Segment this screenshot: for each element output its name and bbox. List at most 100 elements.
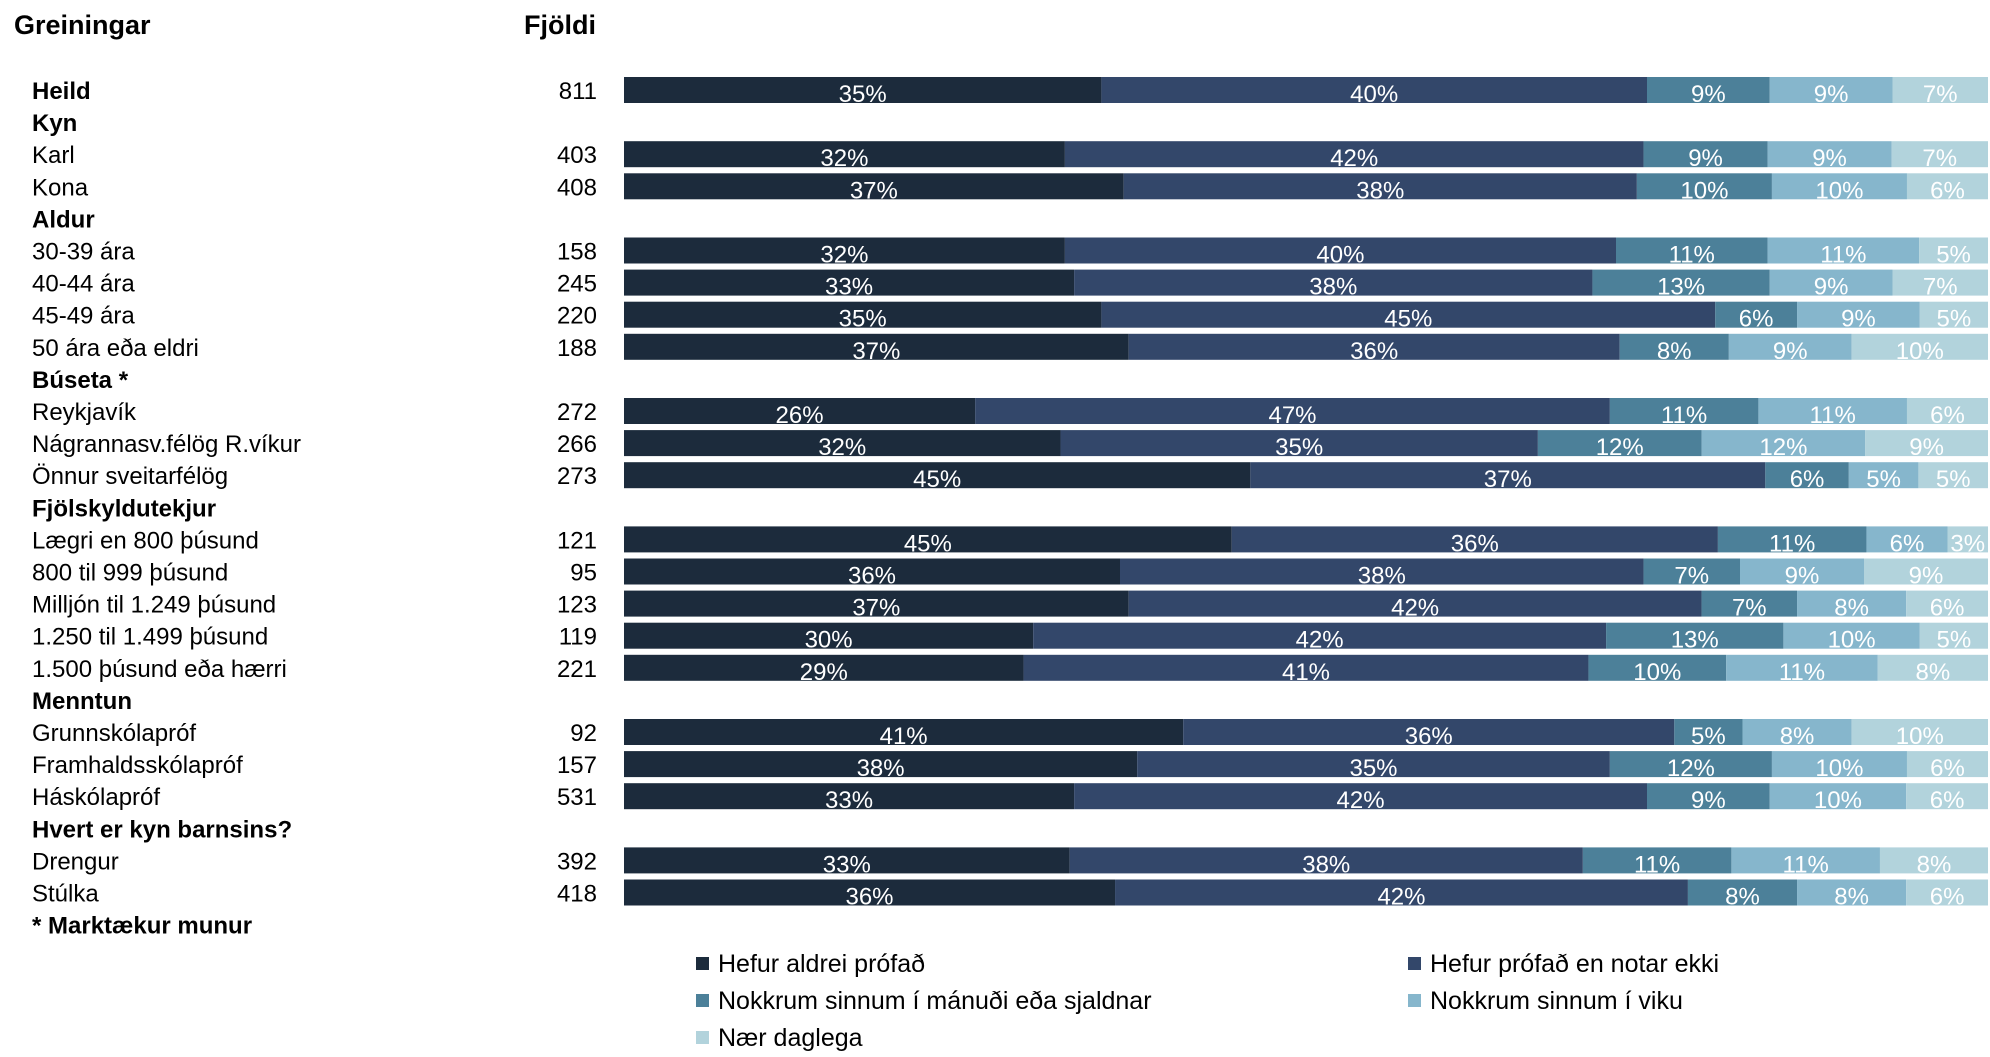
data-label: 6% bbox=[1930, 755, 1965, 782]
bar-segment bbox=[1765, 462, 1849, 489]
data-label: 9% bbox=[1691, 81, 1726, 108]
chart-row: 40-44 ára 245 33% 38% 13% 9% 7% bbox=[32, 269, 1988, 301]
data-label: 42% bbox=[1296, 627, 1344, 654]
bar-segment bbox=[624, 590, 1129, 617]
bar-segment bbox=[1609, 398, 1759, 424]
chart-row: Stúlka 418 36% 42% 8% 8% 6% bbox=[32, 879, 1988, 911]
bar-segment bbox=[1906, 783, 1988, 810]
row-label: 50 ára eða eldri bbox=[32, 335, 199, 362]
bar-segment bbox=[1101, 301, 1716, 328]
data-label: 7% bbox=[1674, 563, 1709, 590]
bar-segment bbox=[1183, 719, 1675, 745]
count-label: 403 bbox=[557, 142, 597, 169]
data-label: 8% bbox=[1834, 595, 1869, 622]
bar-segment bbox=[1609, 751, 1772, 778]
group-label: Aldur bbox=[32, 206, 95, 233]
bar-segment bbox=[1742, 719, 1852, 745]
count-label: 272 bbox=[557, 399, 597, 426]
row-label: Kona bbox=[32, 174, 89, 201]
count-label: 408 bbox=[557, 174, 597, 201]
data-label: 47% bbox=[1268, 402, 1316, 429]
bar-segment bbox=[624, 333, 1129, 360]
bar-segment bbox=[1231, 526, 1718, 553]
bar-segment bbox=[1115, 879, 1688, 906]
data-label: 8% bbox=[1657, 338, 1692, 365]
legend-item: Nokkrum sinnum í viku bbox=[1408, 987, 1683, 1015]
legend-item: Hefur prófað en notar ekki bbox=[1408, 950, 1719, 978]
data-label: 10% bbox=[1828, 627, 1876, 654]
bar-segment bbox=[1060, 430, 1538, 457]
data-label: 9% bbox=[1909, 563, 1944, 590]
bar-segment bbox=[1128, 333, 1620, 360]
legend-item: Nokkrum sinnum í mánuði eða sjaldnar bbox=[696, 987, 1152, 1015]
data-label: 5% bbox=[1691, 723, 1726, 750]
bar-segment bbox=[624, 558, 1120, 585]
data-label: 8% bbox=[1916, 659, 1951, 686]
legend-swatch bbox=[1408, 957, 1421, 970]
bar-segment bbox=[1919, 301, 1988, 328]
data-label: 7% bbox=[1923, 81, 1958, 108]
bar-segment bbox=[624, 719, 1184, 745]
data-label: 11% bbox=[1810, 402, 1856, 429]
bar-segment bbox=[1120, 558, 1644, 585]
chart-row: 1.500 þúsund eða hærri 221 29% 41% 10% 11% 8% bbox=[32, 654, 1988, 686]
data-label: 6% bbox=[1930, 402, 1965, 429]
bar-segment bbox=[1074, 783, 1647, 810]
chart-row: Fjölskyldutekjur bbox=[32, 495, 216, 522]
data-label: 32% bbox=[820, 242, 868, 269]
bar-segment bbox=[1767, 141, 1892, 168]
data-label: 6% bbox=[1739, 306, 1774, 333]
bar-segment bbox=[975, 398, 1610, 424]
chart-row: Kona 408 37% 38% 10% 10% 6% bbox=[32, 173, 1988, 204]
chart-row: Drengur 392 33% 38% 11% 11% 8% bbox=[32, 847, 1988, 878]
bar-segment bbox=[1892, 269, 1988, 296]
bar-segment bbox=[624, 847, 1070, 874]
row-label: Reykjavík bbox=[32, 399, 137, 426]
bar-segment bbox=[1918, 462, 1988, 489]
bar-segment bbox=[1647, 77, 1770, 103]
data-label: 7% bbox=[1922, 145, 1957, 172]
data-label: 6% bbox=[1930, 177, 1965, 204]
data-label: 42% bbox=[1330, 145, 1378, 172]
bar-segment bbox=[1715, 301, 1798, 328]
data-label: 9% bbox=[1812, 145, 1847, 172]
legend-label: Nokkrum sinnum í mánuði eða sjaldnar bbox=[718, 987, 1152, 1015]
bar-segment bbox=[1767, 237, 1920, 264]
data-label: 33% bbox=[825, 274, 873, 301]
data-label: 33% bbox=[825, 787, 873, 814]
data-label: 11% bbox=[1669, 242, 1715, 269]
data-label: 5% bbox=[1937, 306, 1972, 333]
data-label: 11% bbox=[1779, 659, 1825, 686]
count-header: Fjöldi bbox=[524, 10, 596, 40]
data-label: 36% bbox=[1405, 723, 1453, 750]
data-label: 10% bbox=[1814, 787, 1862, 814]
bar-segment bbox=[1851, 333, 1988, 360]
count-label: 531 bbox=[557, 784, 597, 811]
row-label: 30-39 ára bbox=[32, 239, 135, 266]
bar-segment bbox=[624, 77, 1102, 103]
bar-segment bbox=[1906, 398, 1988, 424]
chart-row: Lægri en 800 þúsund 121 45% 36% 11% 6% 3% bbox=[32, 526, 1988, 557]
bar-segment bbox=[1731, 847, 1880, 874]
row-label: Önnur sveitarfélög bbox=[32, 463, 228, 490]
chart-row: * Marktækur munur bbox=[32, 913, 252, 940]
data-label: 11% bbox=[1820, 242, 1866, 269]
bar-segment bbox=[1582, 847, 1732, 874]
data-label: 13% bbox=[1671, 627, 1719, 654]
data-label: 35% bbox=[839, 81, 887, 108]
data-label: 32% bbox=[818, 434, 866, 461]
data-label: 42% bbox=[1377, 884, 1425, 911]
data-label: 29% bbox=[800, 659, 848, 686]
data-label: 5% bbox=[1866, 466, 1901, 493]
data-label: 33% bbox=[823, 851, 871, 878]
legend-swatch bbox=[696, 957, 709, 970]
data-label: 37% bbox=[852, 595, 900, 622]
legend-label: Nokkrum sinnum í viku bbox=[1430, 987, 1683, 1015]
row-label: Stúlka bbox=[32, 881, 99, 908]
row-label: 45-49 ára bbox=[32, 303, 135, 330]
chart-row: 50 ára eða eldri 188 37% 36% 8% 9% 10% bbox=[32, 333, 1988, 365]
count-label: 121 bbox=[557, 527, 597, 554]
row-label: Karl bbox=[32, 142, 75, 169]
count-label: 245 bbox=[557, 271, 597, 298]
data-label: 6% bbox=[1890, 530, 1925, 557]
